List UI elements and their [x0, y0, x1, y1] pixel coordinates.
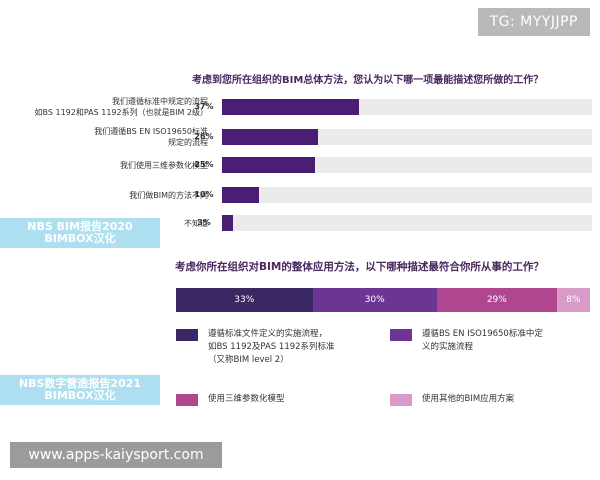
legend-item-2: 使用三维参数化模型	[176, 393, 285, 406]
bar-label-0: 我们遵循标准中规定的流程 如BS 1192和PAS 1192系列（也就是BIM …	[34, 97, 208, 117]
bar-2	[222, 157, 315, 173]
bar-4	[222, 215, 234, 231]
stack-segment-3: 8%	[556, 288, 590, 312]
legend-item-1: 遵循BS EN ISO19650标准中定 义的实施流程	[390, 328, 543, 354]
bar-label-3: 我们做BIM的方法不同	[129, 190, 208, 200]
bar-3	[222, 187, 259, 203]
bar-label-4: 不知道	[184, 218, 208, 228]
legend-item-3: 使用其他的BIM应用方案	[390, 393, 514, 406]
bar-1	[222, 129, 319, 145]
stack-segment-0: 33%	[176, 288, 313, 312]
legend-item-0: 遵循标准文件定义的实施流程， 如BS 1192及PAS 1192系列标准 （又称…	[176, 328, 335, 367]
legend-label-3: 使用其他的BIM应用方案	[422, 394, 515, 404]
legend-label-2: 使用三维参数化模型	[208, 394, 285, 404]
stack-segment-2: 29%	[436, 288, 557, 312]
bar-track-2	[222, 157, 592, 173]
bar-label-1: 我们遵循BS EN ISO19650标准 规定的流程	[94, 127, 208, 147]
watermark-top: NBS BIM报告2020 BIMBOX汉化	[0, 218, 160, 248]
legend-label-0: 遵循标准文件定义的实施流程， 如BS 1192及PAS 1192系列标准 （又称…	[208, 329, 335, 365]
bar-value-label-2: 25%	[194, 160, 214, 169]
bar-label-2: 我们使用三维参数化模型	[120, 160, 208, 170]
stacked-bar: 33% 30% 29% 8%	[176, 288, 590, 312]
bar-value-label-4: 3%	[197, 218, 211, 227]
bar-track-1	[222, 129, 592, 145]
watermark-bottom: NBS数字营造报告2021 BIMBOX汉化	[0, 375, 160, 405]
bar-0	[222, 99, 359, 115]
bar-track-3	[222, 187, 592, 203]
site-url-badge: www.apps-kaiysport.com	[10, 442, 222, 468]
legend-swatch-3	[390, 394, 412, 406]
chart2-title: 考虑你所在组织对BIM的整体应用方法，以下哪种描述最符合你所从事的工作？	[175, 261, 544, 273]
telegram-badge: TG: MYYJJPP	[477, 8, 590, 36]
bar-value-label-3: 10%	[194, 190, 214, 199]
legend-swatch-2	[176, 394, 198, 406]
legend-swatch-1	[390, 329, 412, 341]
legend-swatch-0	[176, 329, 198, 341]
bar-value-label-1: 26%	[194, 132, 214, 141]
legend-label-1: 遵循BS EN ISO19650标准中定 义的实施流程	[422, 329, 543, 352]
chart1-title: 考虑到您所在组织的BIM总体方法，您认为以下哪一项最能描述您所做的工作？	[192, 75, 544, 86]
bar-track-0	[222, 99, 592, 115]
bar-track-4	[222, 215, 592, 231]
bar-value-label-0: 37%	[194, 102, 214, 111]
stack-segment-1: 30%	[312, 288, 437, 312]
